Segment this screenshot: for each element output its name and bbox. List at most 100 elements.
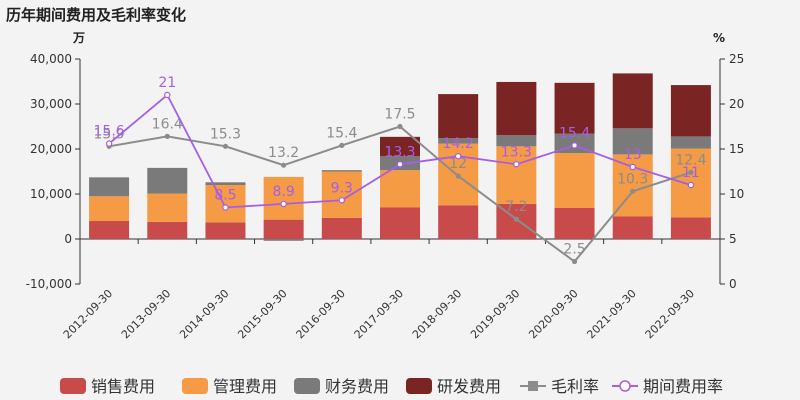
category-label: 2019-09-30 [468, 287, 522, 341]
legend-swatch [406, 378, 432, 394]
bar-1-2013-09-30 [147, 221, 188, 239]
bar-2-2016-09-30 [321, 171, 362, 218]
data-label-expense-rate: 13.3 [384, 144, 415, 160]
point-gross-margin [222, 143, 229, 149]
data-label-gross-margin: 16.4 [152, 116, 183, 132]
legend-swatch [60, 378, 86, 394]
bar-3-2015-09-30 [263, 239, 304, 241]
left-axis-unit: 万 [72, 31, 85, 45]
category-label: 2022-09-30 [643, 287, 697, 341]
legend-marker [619, 380, 631, 392]
data-label-gross-margin: 7.2 [505, 199, 527, 215]
point-expense-rate [687, 181, 695, 189]
point-gross-margin [397, 123, 403, 130]
bar-1-2018-09-30 [438, 205, 479, 239]
right-axis-tick-label: 15 [729, 142, 744, 156]
bar-3-2021-09-30 [612, 128, 653, 155]
point-gross-margin [164, 133, 170, 139]
category-label: 2016-09-30 [294, 287, 348, 341]
bar-3-2022-09-30 [670, 136, 711, 149]
bar-2-2015-09-30 [263, 176, 304, 220]
point-gross-margin [513, 216, 519, 222]
data-label-gross-margin: 12.4 [675, 152, 706, 168]
bar-4-2018-09-30 [438, 94, 479, 139]
category-label: 2018-09-30 [410, 287, 464, 341]
bar-1-2016-09-30 [321, 217, 362, 239]
bar-1-2020-09-30 [554, 207, 595, 239]
category-label: 2020-09-30 [526, 287, 580, 341]
data-label-gross-margin: 2.5 [563, 242, 585, 258]
data-label-gross-margin: 13.2 [268, 145, 299, 161]
data-label-gross-margin: 15.4 [326, 125, 357, 141]
point-expense-rate [280, 200, 287, 208]
bar-3-2019-09-30 [496, 135, 537, 147]
bar-1-2021-09-30 [612, 216, 653, 239]
left-axis-tick-label: 40,000 [30, 52, 72, 66]
point-expense-rate [164, 91, 171, 99]
bar-1-2022-09-30 [670, 217, 711, 239]
right-axis-tick-label: 25 [729, 52, 744, 66]
point-gross-margin [455, 173, 461, 179]
category-label: 2021-09-30 [584, 287, 638, 341]
left-axis-tick-label: 20,000 [30, 142, 72, 156]
bar-2-2020-09-30 [554, 153, 595, 208]
point-gross-margin [571, 258, 578, 265]
bar-4-2019-09-30 [496, 81, 537, 136]
legend-swatch [182, 378, 208, 394]
legend-label: 财务费用 [325, 377, 389, 396]
data-label-gross-margin: 15.9 [94, 126, 125, 142]
point-expense-rate [513, 161, 520, 168]
point-expense-rate [396, 161, 404, 168]
point-expense-rate [222, 204, 229, 211]
data-label-expense-rate: 21 [158, 75, 176, 91]
legend-label: 研发费用 [437, 377, 501, 396]
point-expense-rate [571, 142, 578, 149]
bar-3-2012-09-30 [89, 177, 130, 197]
point-gross-margin [339, 142, 345, 148]
bar-1-2012-09-30 [89, 221, 130, 239]
category-label: 2015-09-30 [235, 287, 289, 341]
legend-label: 销售费用 [91, 377, 155, 396]
point-expense-rate [454, 152, 462, 160]
bar-4-2017-09-30 [380, 136, 420, 157]
data-label-gross-margin: 12 [449, 156, 467, 172]
data-label-expense-rate: 9.3 [331, 180, 353, 196]
data-label-expense-rate: 15.6 [94, 124, 125, 140]
data-label-gross-margin: 17.5 [384, 107, 415, 123]
bar-4-2021-09-30 [612, 73, 653, 129]
data-label-expense-rate: 13.3 [501, 144, 532, 160]
category-label: 2014-09-30 [177, 287, 231, 341]
legend-label: 期间费用率 [643, 377, 723, 396]
data-label-expense-rate: 14.2 [443, 136, 474, 152]
bar-2-2013-09-30 [147, 193, 188, 222]
category-label: 2017-09-30 [352, 287, 406, 341]
right-axis-tick-label: 5 [729, 232, 737, 246]
data-label-gross-margin: 10.3 [617, 171, 648, 187]
bar-3-2018-09-30 [438, 138, 479, 144]
bar-2-2017-09-30 [380, 170, 420, 208]
left-axis-tick-label: 0 [64, 232, 72, 246]
legend-marker [528, 381, 538, 391]
right-axis-unit: % [713, 31, 725, 45]
point-gross-margin [630, 188, 636, 194]
bar-3-2016-09-30 [321, 170, 362, 172]
bar-2-2014-09-30 [205, 185, 246, 223]
data-label-expense-rate: 13 [624, 147, 642, 163]
bar-3-2014-09-30 [205, 182, 246, 185]
legend-label: 毛利率 [551, 377, 599, 396]
data-label-gross-margin: 15.3 [210, 126, 241, 142]
left-axis-tick-label: 30,000 [30, 97, 72, 111]
left-axis-tick-label: 10,000 [30, 187, 72, 201]
right-axis-tick-label: 0 [729, 277, 737, 291]
point-expense-rate [629, 163, 636, 171]
bar-3-2013-09-30 [147, 167, 188, 194]
bar-1-2014-09-30 [205, 222, 246, 239]
category-label: 2012-09-30 [61, 287, 115, 341]
right-axis-tick-label: 20 [729, 97, 744, 111]
chart-title: 历年期间费用及毛利率变化 [6, 6, 187, 24]
data-label-expense-rate: 11 [682, 165, 700, 181]
point-gross-margin [688, 169, 694, 175]
bar-4-2020-09-30 [554, 82, 595, 134]
